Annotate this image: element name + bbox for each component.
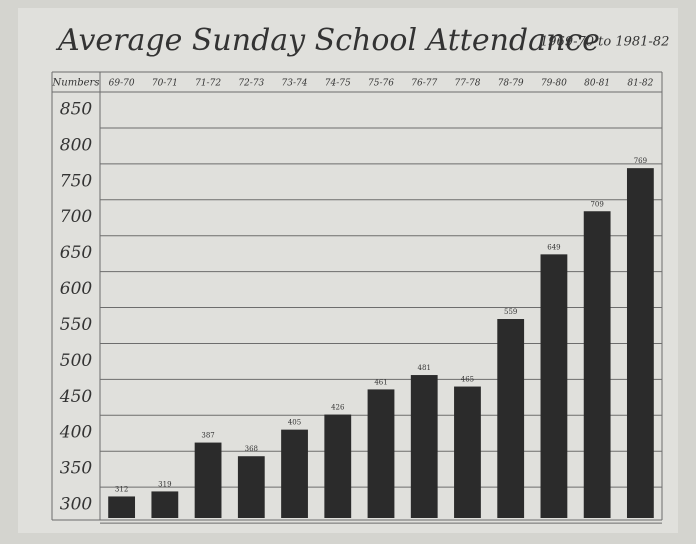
y-tick-label: 450	[59, 387, 93, 407]
value-label: 312	[115, 485, 128, 493]
bar	[454, 387, 481, 518]
bar	[195, 443, 222, 518]
x-tick-label: 69-70	[109, 79, 135, 89]
y-axis-label: Numbers	[52, 78, 100, 89]
bar	[238, 456, 265, 518]
bar	[151, 491, 178, 518]
chart-subtitle: 1969-70 to 1981-82	[540, 35, 669, 50]
x-tick-label: 79-80	[541, 79, 567, 89]
value-label: 465	[461, 376, 474, 384]
value-label: 559	[504, 308, 517, 316]
value-label: 481	[418, 364, 431, 372]
y-tick-label: 850	[60, 99, 93, 119]
value-label: 405	[288, 419, 301, 427]
y-tick-label: 750	[60, 171, 93, 191]
x-tick-label: 74-75	[325, 79, 351, 89]
bar	[108, 496, 135, 518]
x-tick-label: 71-72	[195, 79, 221, 89]
x-tick-label: 78-79	[498, 79, 524, 89]
value-label: 319	[158, 480, 171, 488]
bar	[497, 319, 524, 518]
bar	[281, 430, 308, 518]
y-tick-label: 700	[60, 207, 93, 227]
value-label: 461	[374, 378, 387, 386]
bar	[541, 254, 568, 518]
value-label: 387	[201, 432, 214, 440]
x-tick-label: 70-71	[152, 79, 178, 89]
chart-title: Average Sunday School Attendance	[55, 23, 600, 58]
bar	[324, 415, 351, 518]
y-tick-label: 800	[60, 135, 93, 155]
value-label: 769	[634, 157, 647, 165]
y-tick-label: 300	[60, 495, 93, 515]
y-tick-label: 550	[60, 315, 93, 335]
y-tick-label: 400	[59, 423, 93, 443]
value-label: 368	[245, 445, 258, 453]
x-tick-label: 77-78	[454, 79, 480, 89]
bar	[411, 375, 438, 518]
bar	[368, 389, 395, 518]
y-tick-label: 650	[60, 243, 93, 263]
x-tick-label: 72-73	[238, 79, 264, 89]
y-tick-label: 350	[60, 459, 93, 479]
value-label: 649	[547, 243, 560, 251]
x-tick-label: 73-74	[282, 79, 308, 89]
x-tick-label: 75-76	[368, 79, 394, 89]
y-tick-label: 500	[60, 351, 93, 371]
bar	[584, 211, 611, 518]
x-tick-label: 76-77	[411, 79, 437, 89]
x-tick-label: 80-81	[584, 79, 610, 89]
x-tick-label: 81-82	[627, 79, 653, 89]
chart: Average Sunday School Attendance 1969-70…	[0, 0, 696, 544]
value-label: 709	[590, 200, 603, 208]
y-tick-label: 600	[60, 279, 93, 299]
bar	[627, 168, 654, 518]
value-label: 426	[331, 404, 345, 412]
